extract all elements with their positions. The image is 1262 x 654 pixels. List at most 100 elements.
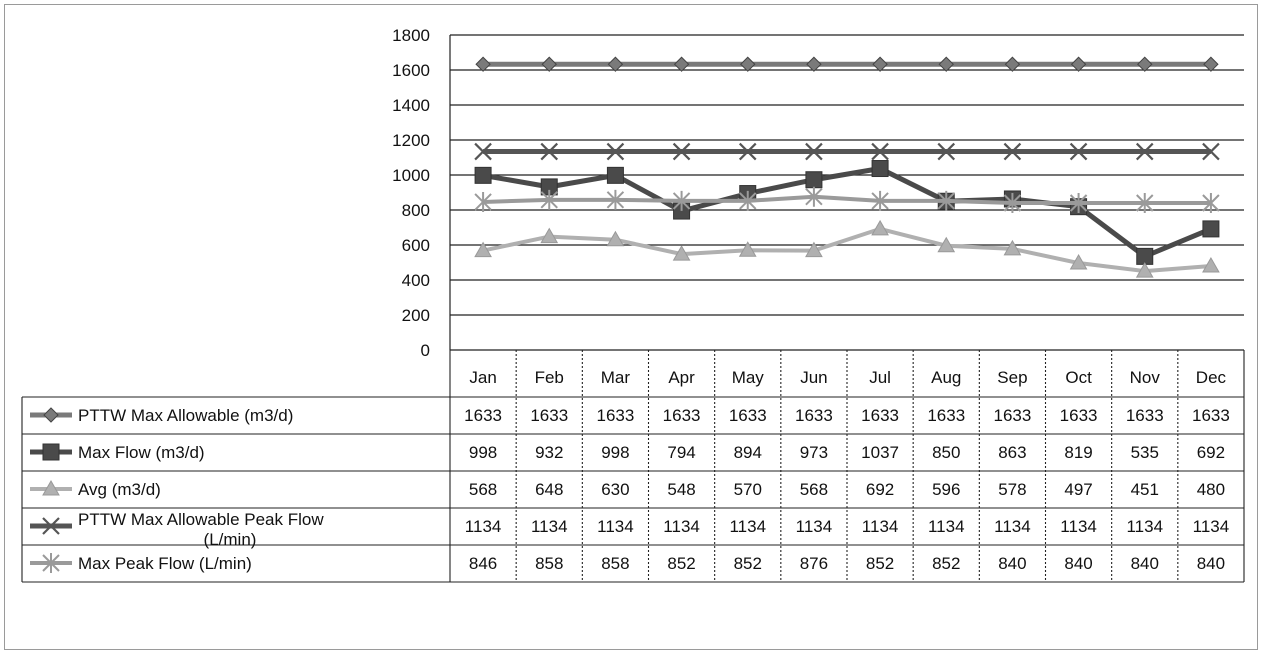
data-point bbox=[672, 245, 691, 261]
table-value-cell: 863 bbox=[998, 443, 1026, 462]
table-value-cell: 1633 bbox=[729, 406, 767, 425]
category-label: Feb bbox=[535, 368, 564, 387]
legend-entry-label: Max Flow (m3/d) bbox=[78, 443, 205, 462]
legend-entry-label: Max Peak Flow (L/min) bbox=[78, 554, 252, 573]
table-value-cell: 630 bbox=[601, 480, 629, 499]
category-label: May bbox=[732, 368, 765, 387]
table-value-cell: 840 bbox=[1064, 554, 1092, 573]
table-value-cell: 1134 bbox=[1060, 517, 1097, 536]
legend-entry-label: PTTW Max Allowable Peak Flow (L/min) bbox=[78, 510, 324, 549]
data-point bbox=[1202, 142, 1220, 161]
data-point bbox=[871, 142, 889, 161]
data-point bbox=[672, 142, 691, 161]
table-value-cell: 852 bbox=[932, 554, 960, 573]
y-tick-label: 600 bbox=[402, 236, 430, 255]
table-value-cell: 535 bbox=[1131, 443, 1159, 462]
table-value-cell: 858 bbox=[601, 554, 629, 573]
y-tick-label: 1000 bbox=[392, 166, 430, 185]
data-point bbox=[738, 142, 757, 161]
data-point bbox=[474, 166, 492, 184]
table-value-cell: 850 bbox=[932, 443, 960, 462]
table-value-cell: 451 bbox=[1131, 480, 1159, 499]
y-tick-label: 1200 bbox=[392, 131, 430, 150]
table-value-cell: 858 bbox=[535, 554, 563, 573]
table-value-cell: 794 bbox=[667, 443, 695, 462]
table-value-cell: 1037 bbox=[861, 443, 899, 462]
data-point bbox=[1003, 142, 1022, 161]
category-label: Nov bbox=[1130, 368, 1161, 387]
category-label: Oct bbox=[1065, 368, 1092, 387]
table-value-cell: 846 bbox=[469, 554, 497, 573]
data-point bbox=[1203, 56, 1219, 72]
data-point bbox=[937, 190, 955, 211]
y-tick-label: 400 bbox=[402, 271, 430, 290]
table-value-cell: 1134 bbox=[1126, 517, 1163, 536]
category-label: Dec bbox=[1196, 368, 1227, 387]
table-value-cell: 596 bbox=[932, 480, 960, 499]
table-value-cell: 548 bbox=[667, 480, 695, 499]
data-point bbox=[673, 56, 690, 72]
data-point bbox=[474, 241, 492, 258]
data-point bbox=[739, 190, 757, 211]
legend-key-marker bbox=[43, 407, 59, 423]
data-point bbox=[1069, 142, 1088, 161]
data-point bbox=[1202, 256, 1220, 273]
table-value-cell: 1633 bbox=[861, 406, 899, 425]
data-point bbox=[607, 56, 624, 72]
table-value-cell: 1633 bbox=[530, 406, 568, 425]
table-value-cell: 998 bbox=[469, 443, 497, 462]
data-point bbox=[606, 189, 625, 210]
table-value-cell: 1134 bbox=[1193, 517, 1230, 536]
table-value-cell: 578 bbox=[998, 480, 1026, 499]
table-value-cell: 876 bbox=[800, 554, 828, 573]
table-value-cell: 973 bbox=[800, 443, 828, 462]
legend-key-marker bbox=[42, 517, 60, 535]
table-value-cell: 1633 bbox=[1126, 406, 1164, 425]
legend-key-marker bbox=[42, 553, 60, 573]
table-value-cell: 1633 bbox=[927, 406, 965, 425]
data-point bbox=[1069, 254, 1088, 270]
data-point bbox=[475, 56, 491, 72]
category-label: Jul bbox=[869, 368, 891, 387]
data-point bbox=[1202, 193, 1220, 213]
y-tick-label: 0 bbox=[421, 341, 430, 360]
data-point bbox=[738, 241, 757, 257]
data-point bbox=[872, 56, 888, 72]
y-tick-label: 800 bbox=[402, 201, 430, 220]
table-value-cell: 1134 bbox=[796, 517, 833, 536]
table-value-cell: 480 bbox=[1197, 480, 1225, 499]
table-value-cell: 568 bbox=[800, 480, 828, 499]
table-value-cell: 1633 bbox=[663, 406, 701, 425]
data-point bbox=[1137, 56, 1153, 72]
table-value-cell: 998 bbox=[601, 443, 629, 462]
table-value-cell: 497 bbox=[1064, 480, 1092, 499]
data-point bbox=[606, 142, 625, 161]
table-value-cell: 840 bbox=[1131, 554, 1159, 573]
category-label: Aug bbox=[931, 368, 961, 387]
table-value-cell: 1134 bbox=[597, 517, 634, 536]
data-point bbox=[1136, 247, 1154, 265]
table-value-cell: 1633 bbox=[795, 406, 833, 425]
category-label: Jan bbox=[469, 368, 496, 387]
data-point bbox=[1135, 142, 1154, 161]
chart-frame bbox=[4, 4, 1258, 650]
table-value-cell: 1134 bbox=[531, 517, 568, 536]
table-value-cell: 570 bbox=[734, 480, 762, 499]
data-point bbox=[805, 186, 823, 207]
table-value-cell: 1134 bbox=[729, 517, 766, 536]
data-point bbox=[474, 191, 492, 212]
table-value-cell: 840 bbox=[1197, 554, 1225, 573]
data-point bbox=[805, 142, 823, 161]
table-value-cell: 1633 bbox=[597, 406, 635, 425]
data-point bbox=[540, 142, 559, 161]
data-point bbox=[740, 56, 756, 72]
y-tick-label: 1800 bbox=[392, 26, 430, 45]
data-point bbox=[805, 171, 823, 189]
data-point bbox=[606, 230, 625, 247]
y-tick-label: 200 bbox=[402, 306, 430, 325]
table-value-cell: 568 bbox=[469, 480, 497, 499]
series-line-3 bbox=[482, 226, 1212, 274]
data-point bbox=[606, 166, 624, 184]
table-value-cell: 1633 bbox=[1192, 406, 1230, 425]
